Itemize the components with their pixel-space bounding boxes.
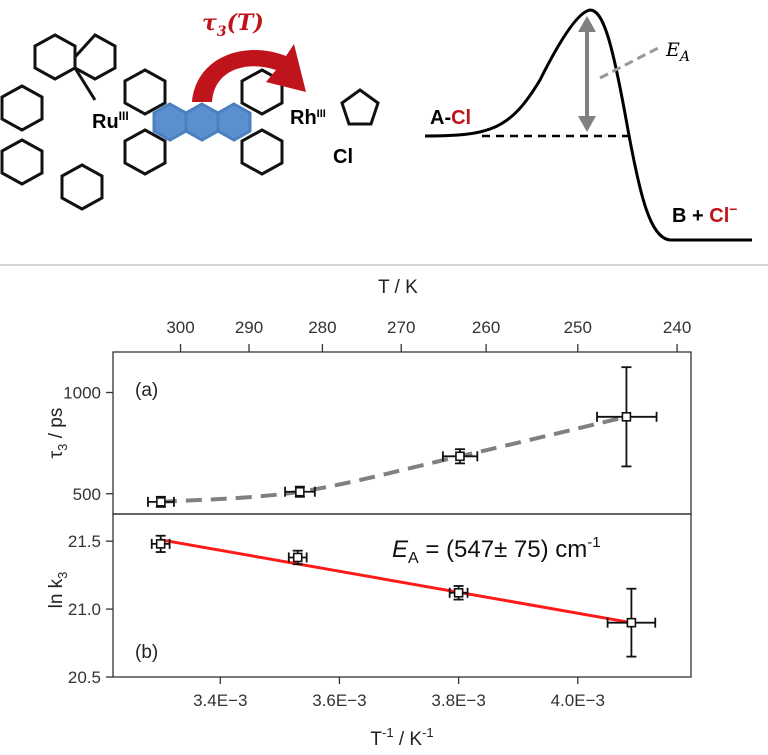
panel-b-points	[150, 534, 657, 658]
panel-a-frame	[112, 351, 692, 515]
reactant-label: A-Cl	[430, 107, 471, 129]
ea-label: EA	[665, 39, 690, 65]
bridge-ligand-rings	[123, 68, 284, 176]
activation-energy-annotation: EA = (547± 75) cm-1	[392, 534, 601, 567]
panel-b-x-label: T-1 / K-1	[370, 725, 433, 750]
panel-b-y-label: ln k3	[46, 572, 70, 609]
panel-b-fit-line	[160, 538, 632, 625]
panel-b-linear-fit	[160, 538, 632, 625]
panel-a-fit-curve	[160, 414, 627, 504]
top-axis-ticks: 300 290 280 270 260 250 240	[166, 318, 691, 352]
b-x-tick-label: 3.8E−3	[431, 691, 485, 710]
bridge-core	[152, 102, 252, 142]
ea-pointer	[599, 44, 663, 80]
top-tick-label: 290	[235, 318, 263, 337]
top-tick-label: 270	[387, 318, 415, 337]
b-data-point-marker	[292, 552, 303, 563]
a-y-tick-label: 1000	[63, 384, 101, 403]
top-tick-label: 280	[308, 318, 336, 337]
b-x-tick-label: 3.4E−3	[193, 691, 247, 710]
a-data-point-marker	[295, 486, 305, 497]
top-axis-label: T / K	[378, 277, 418, 298]
panel-b-y-ticks: 20.5 21.0 21.5	[68, 532, 113, 687]
ru-label: RuIII	[92, 109, 129, 133]
top-tick-label: 250	[564, 318, 592, 337]
top-tick-label: 300	[166, 318, 194, 337]
cl-label-scheme: Cl	[333, 146, 353, 168]
panel-a-points	[147, 366, 658, 508]
cyclopentadienyl-ring	[340, 88, 380, 126]
b-y-tick-label: 21.0	[68, 600, 101, 619]
energy-curve	[424, 8, 752, 242]
panel-a-y-ticks: 500 1000	[63, 384, 113, 504]
b-y-tick-label: 20.5	[68, 668, 101, 687]
a-data-point-marker	[621, 411, 632, 422]
a-data-point-marker	[455, 451, 465, 462]
panel-b-x-ticks: 3.4E−3 3.6E−3 3.8E−3 4.0E−3	[193, 677, 605, 710]
b-data-point-marker	[453, 587, 464, 598]
b-x-tick-label: 3.6E−3	[312, 691, 366, 710]
panel-a-fit-path	[160, 414, 627, 504]
energy-profile: EA A-Cl B + Cl−	[424, 8, 752, 242]
a-data-point-marker	[156, 497, 166, 507]
a-y-tick-label: 500	[73, 485, 101, 504]
panel-b-label: (b)	[135, 642, 158, 663]
top-tick-label: 240	[663, 318, 691, 337]
ea-arrow-head-down	[578, 116, 596, 132]
panel-a-y-label: τ3 / ps	[46, 408, 70, 459]
electron-transfer-arrow	[192, 44, 306, 102]
panel-a-label: (a)	[135, 380, 158, 401]
molecular-scheme	[0, 33, 380, 211]
top-tick-label: 260	[472, 318, 500, 337]
product-label: B + Cl−	[672, 201, 737, 227]
b-data-point-marker	[626, 617, 637, 628]
b-y-tick-label: 21.5	[68, 532, 101, 551]
rh-label: RhIII	[290, 107, 326, 129]
phenyl-ring	[0, 33, 117, 211]
svg-text:T / K: T / K	[378, 277, 418, 298]
ea-arrow-head-up	[578, 16, 596, 32]
b-data-point-marker	[155, 539, 166, 549]
tau-label: τ3(T)	[202, 10, 264, 40]
b-x-tick-label: 4.0E−3	[551, 691, 605, 710]
ligand-bond	[73, 67, 97, 101]
panel-b-frame	[112, 513, 692, 678]
